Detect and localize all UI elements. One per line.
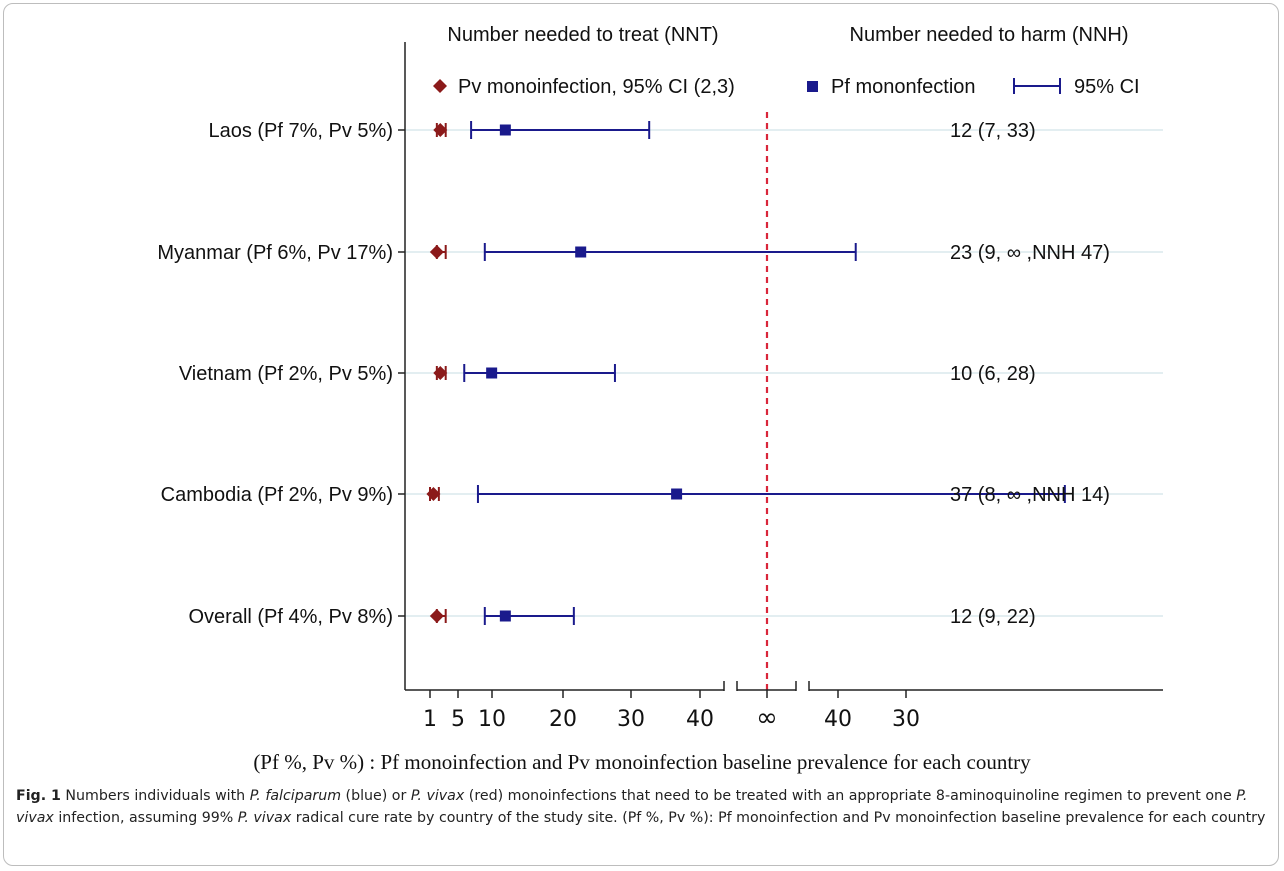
x-tick-label: 20	[549, 707, 577, 732]
x-tick-label: ∞	[756, 703, 778, 733]
nnt-value-text: 37 (8, ∞ ,NNH 14)	[950, 484, 1110, 506]
nnt-value-text: 12 (9, 22)	[950, 606, 1036, 628]
row-label: Vietnam (Pf 2%, Pv 5%)	[179, 363, 393, 385]
x-tick-label: 40	[686, 707, 714, 732]
caption-species-name: P. vivax	[410, 788, 465, 804]
caption-run: Numbers individuals with	[60, 788, 250, 804]
x-tick-label: 10	[478, 707, 506, 732]
pv-estimate-marker	[433, 366, 448, 380]
legend-pv-label: Pv monoinfection, 95% CI (2,3)	[458, 76, 735, 98]
legend-ci-label: 95% CI	[1074, 76, 1140, 98]
x-tick-label: 30	[617, 707, 645, 732]
caption-run: (red) monoinfections that need to be tre…	[464, 788, 1237, 804]
caption-species-name: P. falciparum	[249, 788, 342, 804]
nnt-header: Number needed to treat (NNT)	[447, 24, 718, 46]
pf-estimate-marker	[499, 124, 511, 136]
x-tick-label: 40	[824, 707, 852, 732]
row-label: Myanmar (Pf 6%, Pv 17%)	[157, 242, 393, 264]
pv-estimate-marker	[429, 609, 444, 623]
pf-estimate-marker	[575, 246, 587, 258]
caption-run: (blue) or	[341, 788, 411, 804]
nnh-header: Number needed to harm (NNH)	[850, 24, 1129, 46]
caption-text: Numbers individuals with P. falciparum (…	[16, 788, 1265, 826]
pf-estimate-marker	[671, 488, 683, 500]
pf-estimate-marker	[499, 610, 511, 622]
caption-species-name: P. vivax	[237, 810, 292, 826]
caption-run: radical cure rate by country of the stud…	[291, 810, 1266, 826]
pf-estimate-marker	[486, 367, 498, 379]
prevalence-note: (Pf %, Pv %) : Pf monoinfection and Pv m…	[253, 750, 1031, 774]
figure-caption: Fig. 1 Numbers individuals with P. falci…	[16, 785, 1266, 829]
nnt-value-text: 23 (9, ∞ ,NNH 47)	[950, 242, 1110, 264]
x-tick-label: 5	[451, 707, 465, 732]
x-tick-label: 30	[892, 707, 920, 732]
row-label: Laos (Pf 7%, Pv 5%)	[208, 120, 393, 142]
nnt-value-text: 12 (7, 33)	[950, 120, 1036, 142]
row-label: Cambodia (Pf 2%, Pv 9%)	[161, 484, 393, 506]
nnt-value-text: 10 (6, 28)	[950, 363, 1036, 385]
legend-pv-marker	[433, 79, 447, 93]
caption-species-name: P. vivax	[16, 788, 1248, 826]
figure-frame	[3, 3, 1279, 866]
pv-estimate-marker	[429, 245, 444, 259]
x-tick-label: 1	[423, 707, 437, 732]
forest-plot: Number needed to treat (NNT) Number neede…	[157, 24, 1163, 733]
figure-label: Fig. 1	[16, 788, 61, 804]
pv-estimate-marker	[426, 487, 441, 501]
row-label: Overall (Pf 4%, Pv 8%)	[188, 606, 393, 628]
legend-pf-marker	[807, 81, 818, 92]
legend-pf-label: Pf mononfection	[831, 76, 976, 98]
pv-estimate-marker	[433, 123, 448, 137]
caption-run: infection, assuming 99%	[53, 810, 238, 826]
